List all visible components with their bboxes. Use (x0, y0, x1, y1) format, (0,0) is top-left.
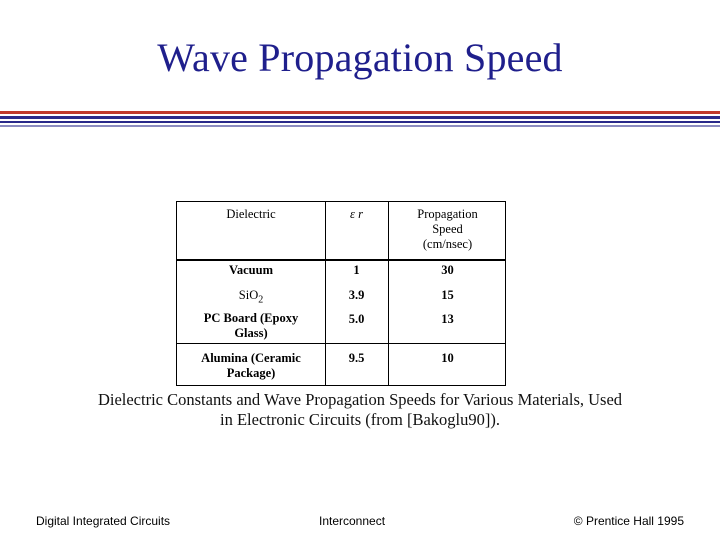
row-alumina-er: 9.5 (348, 351, 365, 365)
footer-course-title: Digital Integrated Circuits (36, 514, 171, 528)
row-alumina-dielectric: Alumina (Ceramic Package) (177, 351, 325, 381)
title-divider-red (0, 111, 720, 114)
footer-copyright: © Prentice Hall 1995 (573, 514, 684, 528)
row-pcboard-speed: 13 (441, 312, 454, 326)
row-alumina-dielectric-line2: Package) (226, 366, 276, 380)
table-col-divider (388, 202, 389, 385)
row-sio2-er: 3.9 (348, 288, 365, 302)
row-sio2-dielectric-subscript: 2 (258, 294, 264, 306)
row-vacuum-er: 1 (353, 263, 360, 277)
header-speed-line3: (cm/nsec) (422, 237, 473, 251)
header-relative-permittivity: ε r (350, 207, 363, 221)
caption-line1: Dielectric Constants and Wave Propagatio… (97, 390, 623, 409)
header-speed-line2: Speed (432, 222, 463, 236)
table-header-divider (177, 259, 505, 261)
row-vacuum-dielectric: Vacuum (229, 263, 273, 277)
row-alumina-dielectric-line1: Alumina (Ceramic (201, 351, 301, 365)
header-speed-line1: Propagation (417, 207, 478, 221)
table-col-divider (325, 202, 326, 385)
title-divider-light (0, 125, 720, 127)
row-sio2-dielectric-main: SiO (238, 288, 259, 302)
row-pcboard-dielectric-line2: Glass) (234, 326, 268, 340)
row-pcboard-dielectric: PC Board (Epoxy Glass) (177, 311, 325, 341)
row-sio2-dielectric: SiO2 (177, 288, 325, 308)
dielectric-table: Dielectric ε r Propagation Speed (cm/nse… (176, 201, 506, 386)
row-vacuum-speed: 30 (441, 263, 454, 277)
table-row-divider (177, 343, 505, 344)
header-propagation-speed: Propagation Speed (cm/nsec) (388, 207, 507, 252)
slide-title: Wave Propagation Speed (157, 35, 563, 80)
footer-chapter: Interconnect (319, 514, 386, 528)
row-sio2-speed: 15 (441, 288, 454, 302)
caption-line2: in Electronic Circuits (from [Bakoglu90]… (220, 410, 500, 429)
row-pcboard-er: 5.0 (348, 312, 365, 326)
header-dielectric: Dielectric (226, 207, 276, 221)
table-caption: Dielectric Constants and Wave Propagatio… (40, 390, 680, 430)
row-alumina-speed: 10 (441, 351, 454, 365)
title-divider-blue-thin (0, 121, 720, 123)
title-divider-blue (0, 116, 720, 119)
row-pcboard-dielectric-line1: PC Board (Epoxy (203, 311, 299, 325)
